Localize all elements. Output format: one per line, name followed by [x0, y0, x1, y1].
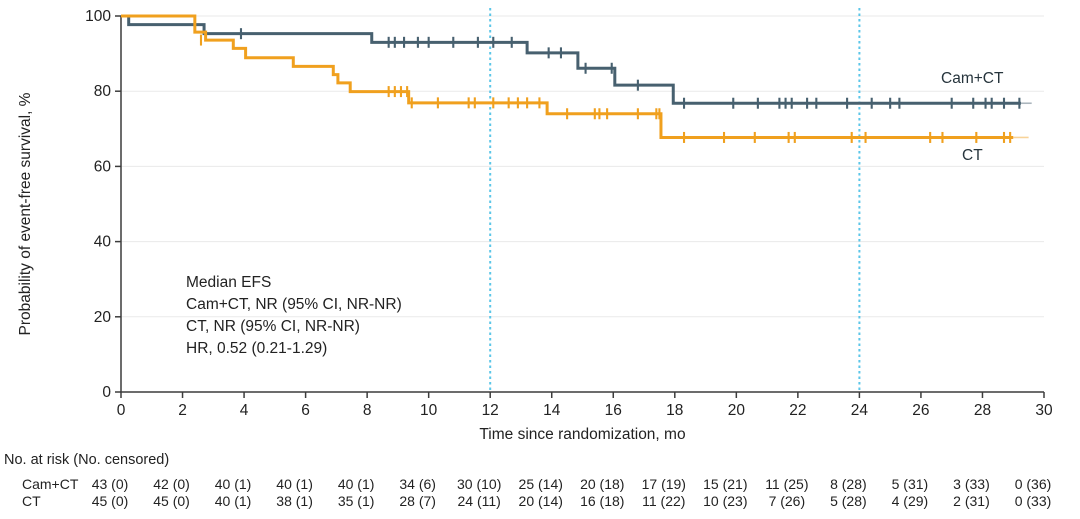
risk-cell: 34 (6) [399, 476, 436, 492]
x-tick-label: 24 [851, 402, 869, 419]
risk-row-label-cam-ct: Cam+CT [22, 476, 79, 492]
risk-row-label-ct: CT [22, 493, 41, 509]
annotation-line: HR, 0.52 (0.21-1.29) [186, 340, 328, 357]
x-tick-label: 20 [728, 402, 746, 419]
km-curve-ct [121, 14, 1014, 139]
curve-label-cam-ct: Cam+CT [941, 70, 1004, 87]
risk-cell: 20 (18) [580, 476, 625, 492]
x-tick-label: 28 [974, 402, 991, 419]
risk-cell: 35 (1) [337, 493, 375, 509]
x-tick-label: 12 [482, 402, 499, 419]
risk-cell: 24 (11) [457, 493, 501, 509]
risk-cell: 30 (10) [457, 476, 502, 492]
x-tick-label: 0 [117, 402, 126, 419]
risk-cell: 25 (14) [518, 476, 563, 492]
risk-cell: 0 (33) [1014, 493, 1052, 509]
risk-cell: 38 (1) [276, 493, 313, 509]
x-tick-label: 22 [789, 402, 806, 419]
km-curve-cam-ct [121, 14, 1021, 105]
y-tick-label: 60 [94, 158, 112, 175]
y-tick-label: 0 [102, 384, 111, 401]
risk-cell: 8 (28) [830, 476, 867, 492]
y-tick-label: 40 [94, 234, 112, 251]
risk-cell: 11 (22) [642, 493, 686, 509]
risk-cell: 45 (0) [153, 493, 190, 509]
x-tick-label: 6 [301, 402, 310, 419]
curve-label-ct: CT [962, 147, 983, 164]
risk-table-header: No. at risk (No. censored) [4, 452, 170, 468]
y-tick-label: 100 [85, 8, 111, 25]
x-tick-label: 10 [420, 402, 438, 419]
risk-cell: 5 (28) [830, 493, 867, 509]
risk-cell: 28 (7) [399, 493, 436, 509]
risk-cell: 42 (0) [153, 476, 190, 492]
x-tick-label: 30 [1035, 402, 1053, 419]
risk-cell: 17 (19) [641, 476, 686, 492]
x-tick-label: 4 [240, 402, 249, 419]
risk-cell: 7 (26) [768, 493, 806, 509]
risk-cell: 0 (36) [1014, 476, 1052, 492]
x-tick-label: 14 [543, 402, 561, 419]
x-axis-title: Time since randomization, mo [479, 426, 686, 443]
x-tick-label: 2 [178, 402, 187, 419]
risk-cell: 40 (1) [276, 476, 313, 492]
risk-cell: 20 (14) [518, 493, 563, 509]
risk-cell: 5 (31) [891, 476, 929, 492]
y-tick-label: 20 [94, 309, 112, 326]
x-tick-label: 16 [605, 402, 622, 419]
annotation-line: Median EFS [186, 274, 272, 291]
risk-cell: 40 (1) [337, 476, 375, 492]
y-axis-title: Probability of event-free survival, % [17, 92, 34, 336]
annotation-line: CT, NR (95% CI, NR-NR) [186, 318, 360, 335]
y-tick-label: 80 [94, 83, 112, 100]
risk-cell: 11 (25) [765, 476, 809, 492]
x-tick-label: 8 [363, 402, 372, 419]
risk-cell: 16 (18) [580, 493, 625, 509]
risk-cell: 45 (0) [91, 493, 129, 509]
x-tick-label: 18 [666, 402, 683, 419]
risk-cell: 15 (21) [703, 476, 748, 492]
risk-cell: 4 (29) [891, 493, 929, 509]
risk-cell: 3 (33) [953, 476, 990, 492]
risk-cell: 40 (1) [214, 476, 252, 492]
risk-cell: 10 (23) [703, 493, 748, 509]
risk-cell: 40 (1) [214, 493, 252, 509]
risk-cell: 2 (31) [953, 493, 990, 509]
annotation-line: Cam+CT, NR (95% CI, NR-NR) [186, 296, 402, 313]
median-efs-annotation: Median EFS Cam+CT, NR (95% CI, NR-NR) CT, … [186, 272, 402, 360]
risk-cell: 43 (0) [91, 476, 129, 492]
x-tick-label: 26 [912, 402, 929, 419]
